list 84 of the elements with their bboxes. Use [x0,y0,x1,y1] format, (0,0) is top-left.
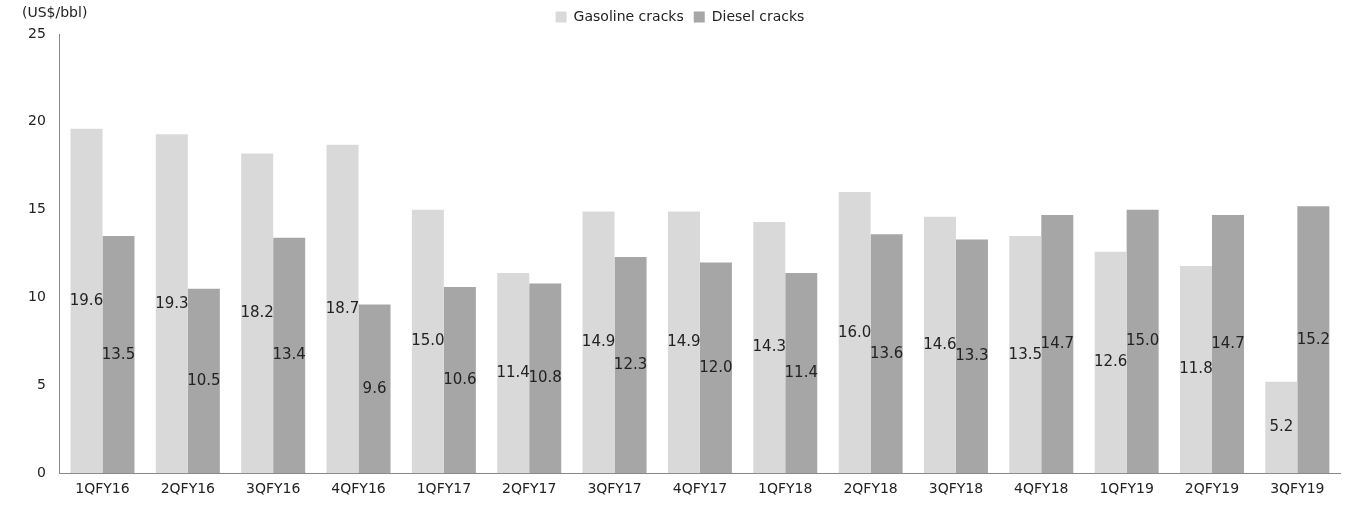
bar [411,209,444,474]
data-label: 11.4 [784,362,818,381]
data-label: 14.6 [923,334,957,353]
data-label: 12.3 [613,355,648,374]
x-tick-label: 3QFY18 [928,480,984,497]
data-label: 13.6 [869,343,904,362]
bar [870,234,903,474]
bar [582,211,615,474]
data-label: 16.0 [837,322,872,341]
x-tick-label: 2QFY17 [502,480,557,497]
data-label: 13.5 [101,344,136,363]
y-tick-label: 10 [27,288,46,305]
data-label: 15.0 [411,331,445,350]
bar [358,304,391,474]
bar [273,237,306,474]
bar [497,272,530,474]
bar [955,239,988,474]
data-label: 14.3 [752,337,786,356]
data-label: 14.9 [667,332,701,351]
x-tick-label: 4QFY18 [1014,480,1069,497]
legend-label: Gasoline cracks [573,7,684,24]
data-label: 13.4 [272,345,306,364]
bar [326,144,359,474]
bar [1126,209,1159,474]
x-tick-label: 2QFY18 [843,480,898,497]
y-tick-label: 20 [27,112,46,129]
data-label: 5.2 [1269,417,1294,436]
bar [1297,206,1330,474]
bar [699,262,732,474]
bar [1041,214,1074,474]
data-label: 12.0 [699,357,733,376]
data-label: 13.5 [1008,344,1042,363]
bar [1009,236,1042,474]
x-tick-label: 2QFY16 [160,480,216,497]
bar [614,257,647,474]
x-tick-label: 3QFY17 [587,480,642,497]
x-tick-label: 1QFY19 [1099,480,1154,497]
y-tick-label: 5 [36,376,46,392]
x-tick-label: 1QFY16 [75,480,130,497]
data-label: 19.3 [155,293,189,312]
x-tick-label: 3QFY16 [246,480,301,497]
y-axis-title: (US$/bbl) [22,4,88,20]
x-tick-label: 2QFY19 [1184,480,1240,497]
bar [529,283,562,474]
data-label: 12.6 [1093,352,1128,371]
bar [241,153,274,474]
data-label: 10.5 [187,370,221,389]
bar [155,134,188,474]
data-label: 14.9 [581,332,616,351]
bar [187,288,220,474]
data-label: 14.7 [1211,333,1245,352]
bar [838,192,871,474]
x-tick-label: 4QFY17 [672,480,728,497]
bar [1211,214,1244,474]
data-label: 19.6 [69,290,104,309]
data-label: 18.7 [325,298,360,317]
bar [923,216,956,474]
bar [70,128,103,474]
y-tick-label: 0 [36,463,46,480]
data-label: 18.2 [240,303,274,322]
data-label: 10.6 [443,369,477,388]
x-tick-label: 4QFY16 [331,480,386,497]
y-tick-label: 25 [27,24,46,41]
x-tick-label: 1QFY17 [416,480,472,497]
data-label: 14.7 [1040,333,1074,352]
data-label: 10.8 [528,368,562,387]
data-label: 15.2 [1296,329,1331,348]
bar [753,221,786,474]
bar [102,236,135,474]
data-label: 15.0 [1125,331,1160,350]
bar [667,211,700,474]
data-label: 11.4 [496,362,530,381]
x-tick-label: 3QFY19 [1270,480,1325,497]
data-label: 9.6 [362,378,387,397]
bar [443,286,476,474]
bar [1179,265,1212,474]
bar [785,272,818,474]
bar [1094,251,1127,474]
legend-label: Diesel cracks [711,7,805,24]
data-label: 11.8 [1179,359,1213,378]
x-tick-label: 1QFY18 [758,480,813,497]
data-label: 13.3 [955,346,989,365]
y-tick-label: 15 [27,200,46,217]
bar [1265,381,1298,474]
